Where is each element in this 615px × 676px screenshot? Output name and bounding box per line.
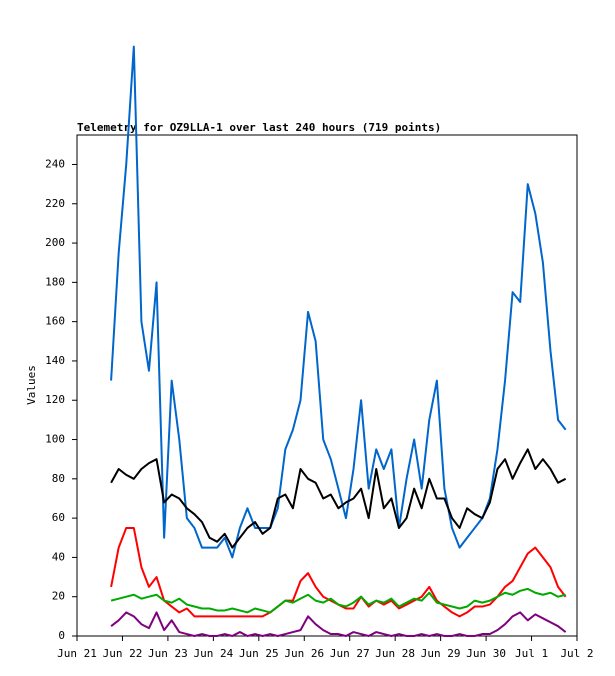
x-tick-label: Jun 27 xyxy=(330,647,370,660)
y-tick-label: 100 xyxy=(45,433,65,446)
x-tick-label: Jul 2 xyxy=(560,647,593,660)
chart-title: Telemetry for OZ9LLA-1 over last 240 hou… xyxy=(77,121,441,134)
x-tick-label: Jun 26 xyxy=(284,647,324,660)
plot-frame xyxy=(76,134,578,637)
x-tick-label: Jun 22 xyxy=(103,647,143,660)
x-tick-label: Jun 21 xyxy=(57,647,97,660)
y-tick-label: 220 xyxy=(45,197,65,210)
series-line xyxy=(110,611,567,637)
series-line xyxy=(110,448,567,549)
y-tick-label: 180 xyxy=(45,275,65,288)
y-tick-label: 140 xyxy=(45,354,65,367)
x-tick-label: Jun 28 xyxy=(375,647,415,660)
series-line xyxy=(110,526,567,618)
y-tick-label: 40 xyxy=(52,550,65,563)
y-tick-label: 80 xyxy=(52,472,65,485)
x-tick-label: Jun 23 xyxy=(148,647,188,660)
x-tick-label: Jun 25 xyxy=(239,647,279,660)
y-tick-label: 240 xyxy=(45,157,65,170)
x-tick-label: Jul 1 xyxy=(515,647,548,660)
y-tick-label: 0 xyxy=(58,629,65,642)
y-tick-label: 20 xyxy=(52,590,65,603)
x-tick-label: Jun 24 xyxy=(193,647,233,660)
series-line xyxy=(110,587,566,614)
y-axis-label: Values xyxy=(25,365,38,405)
y-tick-label: 60 xyxy=(52,511,65,524)
y-tick-label: 160 xyxy=(45,315,65,328)
y-tick-label: 120 xyxy=(45,393,65,406)
y-tick-label: 200 xyxy=(45,236,65,249)
x-tick-label: Jun 30 xyxy=(466,647,506,660)
x-tick-label: Jun 29 xyxy=(421,647,461,660)
